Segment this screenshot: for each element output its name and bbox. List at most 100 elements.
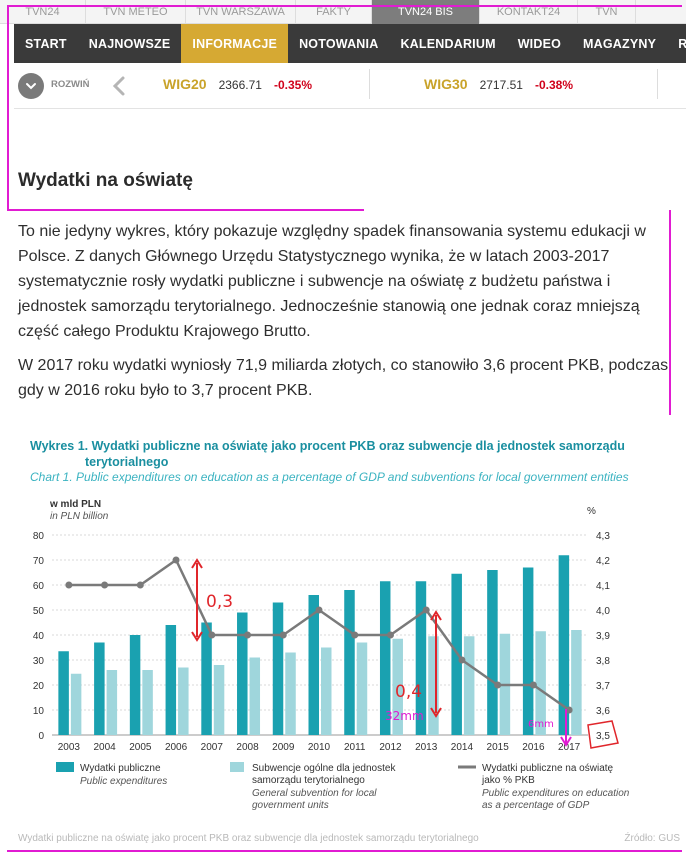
quote-name: WIG20 bbox=[163, 76, 207, 92]
quote-value: 2366.71 bbox=[218, 78, 262, 92]
legend-label-en: General subvention for local government u… bbox=[252, 788, 377, 811]
annotation-line bbox=[669, 210, 671, 415]
portal-tab[interactable]: TVN24 bbox=[0, 0, 86, 24]
bar-subvention bbox=[249, 657, 261, 735]
education-spending-chart: Wykres 1. Wydatki publiczne na oświatę j… bbox=[18, 439, 680, 844]
portal-tab[interactable]: TVN bbox=[578, 0, 636, 24]
x-tick-label: 2015 bbox=[487, 742, 510, 753]
bar-subvention bbox=[142, 670, 153, 735]
annotation-line bbox=[7, 209, 364, 211]
article-paragraph: To nie jedyny wykres, który pokazuje wzg… bbox=[18, 223, 646, 340]
y2-tick-label: 4,3 bbox=[596, 531, 610, 542]
portal-tab[interactable]: KONTAKT24 bbox=[480, 0, 578, 24]
line-point bbox=[494, 681, 502, 689]
y2-axis-label: % bbox=[587, 506, 596, 517]
nav-item[interactable]: KALENDARIUM bbox=[400, 36, 496, 51]
bar-subvention bbox=[178, 667, 189, 735]
chevron-left-icon[interactable] bbox=[110, 75, 128, 97]
annotation-circle bbox=[587, 720, 619, 749]
line-point bbox=[244, 631, 252, 639]
line-point bbox=[172, 556, 180, 564]
bar-subvention bbox=[463, 636, 475, 735]
x-tick-label: 2004 bbox=[93, 742, 116, 753]
line-point bbox=[208, 631, 216, 639]
quote-name: WIG30 bbox=[424, 76, 468, 92]
quote-change: -0.35% bbox=[273, 78, 312, 92]
main-nav: START NAJNOWSZE INFORMACJE NOTOWANIA KALENDA… bbox=[14, 24, 686, 63]
y2-tick-label: 3,7 bbox=[596, 681, 610, 692]
line-point bbox=[136, 581, 144, 589]
y2-tick-label: 4,2 bbox=[596, 556, 610, 567]
bar-public-expenditure bbox=[58, 651, 69, 735]
x-tick-label: 2010 bbox=[308, 742, 331, 753]
portal-tab[interactable]: TVN WARSZAWA bbox=[186, 0, 296, 24]
x-tick-label: 2011 bbox=[344, 742, 366, 753]
x-tick-label: 2014 bbox=[451, 742, 474, 753]
x-tick-label: 2009 bbox=[272, 742, 295, 753]
bar-subvention bbox=[321, 647, 332, 735]
y-axis-label: w mld PLN bbox=[49, 499, 101, 510]
x-tick-label: 2005 bbox=[129, 742, 152, 753]
portal-bar: TVN24 TVN METEO TVN WARSZAWA FAKTY TVN24 BiS… bbox=[0, 0, 686, 24]
x-tick-label: 2012 bbox=[379, 742, 402, 753]
annotation-arrow-heads bbox=[191, 558, 203, 642]
expand-button[interactable] bbox=[18, 73, 44, 99]
portal-tab[interactable]: FAKTY bbox=[296, 0, 372, 24]
chart-caption: Wydatki publiczne na oświatę jako procen… bbox=[18, 833, 479, 844]
quote-wig30[interactable]: WIG30 2717.51 -0.38% bbox=[424, 76, 573, 92]
bar-subvention bbox=[571, 630, 582, 735]
y-tick-label: 50 bbox=[33, 606, 45, 617]
bar-public-expenditure bbox=[558, 555, 570, 735]
nav-item[interactable]: INFORMACJE bbox=[181, 24, 289, 63]
nav-item[interactable]: NAJNOWSZE bbox=[88, 36, 171, 51]
bar-subvention bbox=[70, 673, 82, 735]
annotation-line bbox=[7, 850, 682, 852]
quote-change: -0.38% bbox=[534, 78, 573, 92]
bar-public-expenditure bbox=[129, 635, 141, 735]
portal-tab[interactable]: TVN24 BiS bbox=[372, 0, 480, 24]
quote-wig20[interactable]: WIG20 2366.71 -0.35% bbox=[163, 76, 312, 92]
bar-subvention bbox=[392, 638, 403, 735]
y-tick-label: 10 bbox=[33, 706, 45, 717]
chart-source: Źródło: GUS bbox=[624, 831, 680, 844]
bar-public-expenditure bbox=[201, 622, 212, 735]
y-tick-label: 40 bbox=[33, 631, 45, 642]
nav-item[interactable]: WIDEO bbox=[517, 36, 562, 51]
x-tick-label: 2016 bbox=[522, 742, 545, 753]
article-paragraph: W 2017 roku wydatki wyniosły 71,9 miliar… bbox=[18, 357, 669, 399]
legend-label: Subwencje ogólne dla jednostek samorządu … bbox=[252, 763, 396, 786]
y2-tick-label: 3,5 bbox=[596, 731, 610, 742]
chart-title: Wykres 1. Wydatki publiczne na oświatę j… bbox=[30, 439, 625, 469]
nav-item[interactable]: NOTOWANIA bbox=[299, 36, 379, 51]
bar-subvention bbox=[106, 670, 118, 735]
y-tick-label: 80 bbox=[33, 531, 45, 542]
bar-public-expenditure bbox=[487, 570, 498, 735]
bar-subvention bbox=[285, 652, 296, 735]
ticker-divider bbox=[657, 69, 658, 99]
y2-tick-label: 3,9 bbox=[596, 631, 610, 642]
bar-public-expenditure bbox=[344, 590, 355, 735]
y2-tick-label: 3,8 bbox=[596, 656, 610, 667]
line-point bbox=[565, 706, 573, 714]
x-tick-label: 2007 bbox=[201, 742, 224, 753]
annotation-arrow-heads bbox=[560, 736, 572, 747]
portal-tab[interactable]: TVN METEO bbox=[86, 0, 186, 24]
nav-item[interactable]: START bbox=[25, 36, 67, 51]
y-tick-label: 0 bbox=[38, 731, 44, 742]
legend-label: Wydatki publiczne bbox=[80, 763, 161, 774]
stock-ticker: ROZWIŃ WIG20 2366.71 -0.35% WIG30 2717.5… bbox=[14, 63, 686, 109]
y-tick-label: 20 bbox=[33, 681, 45, 692]
line-point bbox=[101, 581, 109, 589]
line-point bbox=[529, 681, 537, 689]
y-tick-label: 30 bbox=[33, 656, 45, 667]
nav-item[interactable]: RAPO bbox=[678, 36, 686, 51]
line-point bbox=[458, 656, 466, 664]
annotation-line bbox=[7, 5, 9, 211]
bar-subvention bbox=[213, 665, 225, 735]
bar-public-expenditure bbox=[379, 581, 391, 735]
chart-subtitle: Chart 1. Public expenditures on educatio… bbox=[30, 470, 629, 484]
legend-swatch bbox=[56, 762, 74, 772]
x-tick-label: 2017 bbox=[558, 742, 581, 753]
nav-item[interactable]: MAGAZYNY bbox=[583, 36, 657, 51]
line-point bbox=[315, 606, 323, 614]
